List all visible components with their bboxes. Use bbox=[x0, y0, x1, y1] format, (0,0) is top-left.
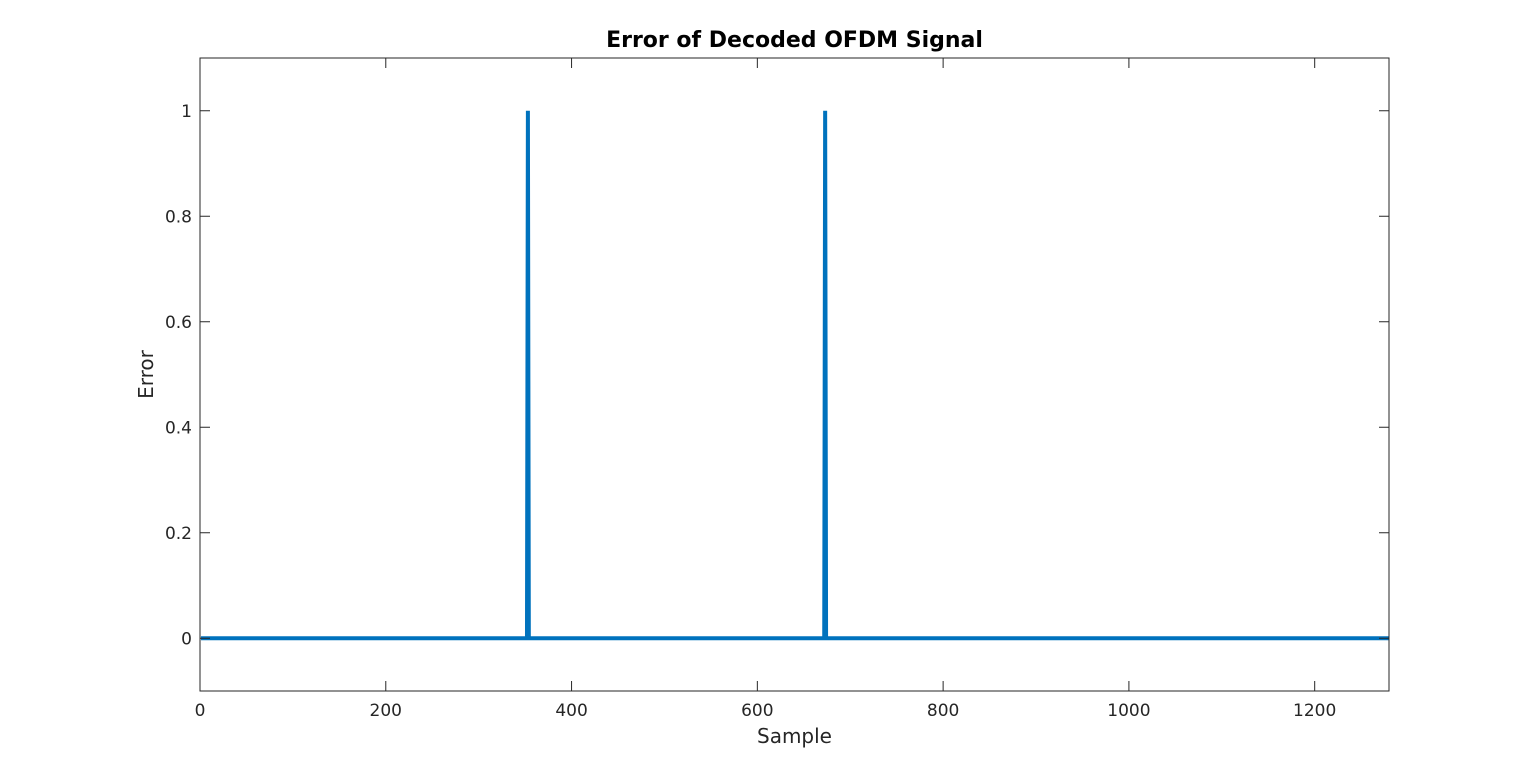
x-tick-label-2: 400 bbox=[555, 701, 587, 721]
chart-title: Error of Decoded OFDM Signal bbox=[606, 28, 983, 53]
y-tick-label-4: 0.8 bbox=[165, 207, 192, 227]
y-tick-label-1: 0.2 bbox=[165, 524, 192, 544]
x-axis-label: Sample bbox=[757, 724, 832, 748]
y-tick-label-2: 0.4 bbox=[165, 418, 192, 438]
y-axis-label: Error bbox=[134, 349, 158, 399]
series-layer bbox=[200, 110, 1389, 641]
y-tick-labels: 0 0.2 0.4 0.6 0.8 1 bbox=[165, 102, 192, 650]
ticks-layer bbox=[199, 58, 1389, 691]
series-line-0 bbox=[200, 110, 1389, 641]
x-tick-label-4: 800 bbox=[927, 701, 959, 721]
x-tick-label-3: 600 bbox=[741, 701, 773, 721]
y-tick-label-3: 0.6 bbox=[165, 313, 192, 333]
plot-frame bbox=[199, 57, 1390, 692]
x-tick-label-5: 1000 bbox=[1107, 701, 1150, 721]
plot-background bbox=[200, 58, 1389, 691]
y-tick-label-5: 1 bbox=[181, 102, 192, 122]
x-tick-label-0: 0 bbox=[195, 701, 206, 721]
y-tick-label-0: 0 bbox=[181, 629, 192, 649]
x-tick-label-1: 200 bbox=[370, 701, 402, 721]
x-tick-label-6: 1200 bbox=[1293, 701, 1336, 721]
x-tick-labels: 0 200 400 600 800 1000 1200 bbox=[195, 701, 1337, 721]
